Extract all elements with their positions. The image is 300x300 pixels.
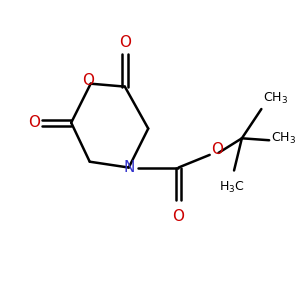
Text: O: O xyxy=(172,209,184,224)
Text: O: O xyxy=(119,34,131,50)
Text: H$_3$C: H$_3$C xyxy=(219,180,245,195)
Text: N: N xyxy=(123,160,134,175)
Text: O: O xyxy=(82,73,94,88)
Text: CH$_3$: CH$_3$ xyxy=(271,131,296,146)
Text: O: O xyxy=(212,142,224,158)
Text: CH$_3$: CH$_3$ xyxy=(263,91,288,106)
Text: O: O xyxy=(28,115,40,130)
